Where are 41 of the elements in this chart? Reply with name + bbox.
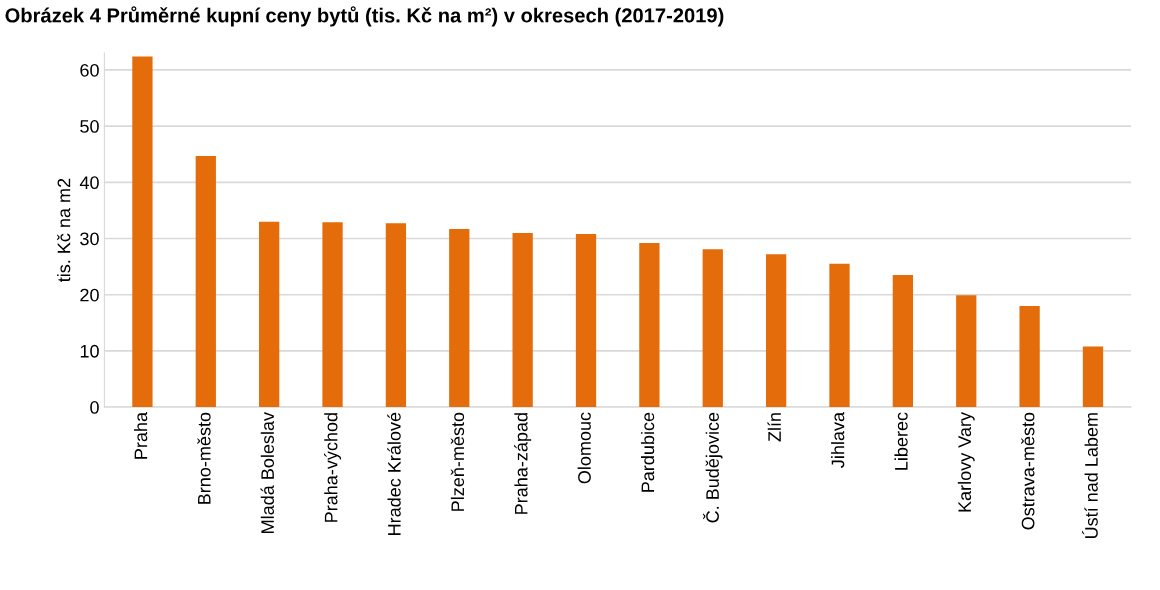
x-tick-label: Pardubice bbox=[640, 412, 655, 492]
bar bbox=[702, 249, 723, 408]
x-tick-label: Zlín bbox=[767, 413, 781, 442]
y-tick-label: 50 bbox=[80, 120, 99, 133]
x-tick-label: Hradec Králové bbox=[387, 412, 401, 535]
x-tick-label: Olomouc bbox=[577, 412, 591, 484]
x-tick-label: Mladá Boleslav bbox=[260, 412, 275, 533]
x-tick-label: Ústí nad Labem bbox=[1081, 413, 1098, 539]
x-tick-label: Brno-město bbox=[197, 412, 211, 504]
x-tick-label: Praha-západ bbox=[514, 413, 532, 514]
bar bbox=[639, 243, 660, 408]
y-axis-title: tis. Kč na m2 bbox=[57, 178, 71, 282]
y-tick-label: 20 bbox=[80, 288, 99, 302]
y-tick-label: 0 bbox=[90, 401, 99, 414]
x-tick-label: Karlovy Vary bbox=[957, 411, 975, 512]
y-tick-label: 60 bbox=[80, 63, 99, 77]
bar bbox=[956, 295, 977, 408]
bar bbox=[322, 222, 343, 408]
x-tick-label: Č. Budějovice bbox=[702, 412, 723, 523]
x-tick-label: Praha-východ bbox=[324, 413, 342, 522]
y-tick-label: 30 bbox=[80, 232, 99, 246]
bar bbox=[765, 254, 787, 408]
x-tick-label: Ostrava-město bbox=[1021, 412, 1035, 530]
bar bbox=[892, 275, 914, 408]
x-tick-label: Jihlava bbox=[831, 411, 845, 468]
x-tick-label: Praha bbox=[134, 411, 148, 459]
x-tick-label: Plzeň-město bbox=[450, 412, 465, 511]
bar bbox=[259, 221, 280, 408]
bar bbox=[512, 232, 533, 408]
bar bbox=[385, 223, 407, 408]
bar bbox=[195, 155, 216, 408]
x-tick-label: Liberec bbox=[894, 412, 908, 470]
y-tick-label: 10 bbox=[80, 344, 99, 358]
chart-title: Obrázek 4 Průměrné kupní ceny bytů (tis. Kč na m²) v okresech (2017-2019) bbox=[5, 6, 724, 27]
y-tick-label: 40 bbox=[79, 176, 99, 190]
bar bbox=[829, 263, 850, 408]
bar bbox=[449, 228, 470, 408]
bar bbox=[1082, 346, 1104, 408]
bar bbox=[132, 56, 153, 408]
bar bbox=[1019, 305, 1040, 408]
bar bbox=[575, 234, 597, 408]
